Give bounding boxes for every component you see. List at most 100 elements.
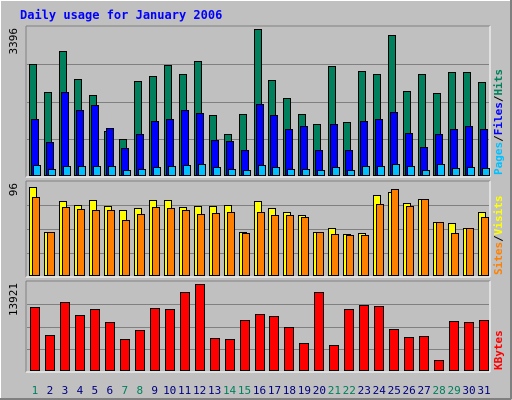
bar-files-day-18 [285,129,293,176]
bar-kbytes-day-3 [60,302,70,371]
bar-pages-day-4 [78,166,86,176]
x-axis-day-labels: 1 2 3 4 5 6 7 8 9 10 11 12 13 14 15 16 17 18 19 20 21 22 23 24 2… [32,384,491,397]
bar-sites-day-7 [122,220,130,276]
x-tick-label: 7 [121,384,128,397]
legend-sites: Sites [492,242,505,275]
legend-hits: Hits [492,69,505,96]
legend-kbytes: KBytes [492,330,505,370]
bar-sites-day-1 [32,197,40,276]
bar-pages-day-17 [272,167,280,176]
x-tick-label: 18 [283,384,296,397]
bar-pages-day-20 [317,170,325,176]
bar-pages-day-14 [228,169,236,176]
bar-kbytes-day-8 [135,330,145,371]
bar-sites-day-18 [286,215,294,276]
bar-files-day-16 [256,104,264,176]
bar-sites-day-13 [212,213,220,276]
bar-kbytes-day-12 [195,284,205,371]
bar-pages-day-7 [123,170,131,176]
bar-kbytes-day-14 [225,339,235,371]
legend-files: Files [492,102,505,135]
x-tick-label: 29 [447,384,460,397]
bar-sites-day-31 [481,217,489,276]
bar-kbytes-day-31 [479,320,489,371]
bar-kbytes-day-23 [359,305,369,371]
x-tick-label: 8 [136,384,143,397]
bar-sites-day-25 [391,189,399,276]
bar-sites-day-12 [197,214,205,276]
bar-sites-day-19 [301,217,309,276]
x-tick-label: 28 [432,384,445,397]
bar-files-day-5 [91,105,99,176]
bar-kbytes-day-6 [105,322,115,371]
bar-sites-day-9 [152,207,160,276]
x-tick-label: 9 [151,384,158,397]
bar-kbytes-day-28 [434,360,444,371]
legend: KBytes [492,330,505,370]
bar-files-day-3 [61,92,69,176]
x-tick-label: 25 [388,384,401,397]
bar-kbytes-day-13 [210,338,220,371]
bar-pages-day-25 [392,164,400,176]
bar-sites-day-4 [77,209,85,276]
x-tick-label: 17 [268,384,281,397]
x-tick-label: 11 [178,384,191,397]
bar-sites-day-21 [331,234,339,276]
bar-pages-day-27 [422,170,430,176]
bar-sites-day-17 [271,215,279,276]
y-max-label: 13921 [7,283,20,316]
bar-kbytes-day-24 [374,306,384,371]
bar-kbytes-day-19 [299,343,309,371]
bar-pages-day-23 [362,166,370,176]
bar-pages-day-22 [347,170,355,176]
bar-kbytes-day-15 [240,320,250,371]
bar-pages-day-15 [243,170,251,176]
legend-separator: / [492,135,505,142]
bar-pages-day-10 [168,166,176,176]
bar-kbytes-day-11 [180,292,190,371]
x-tick-label: 19 [298,384,311,397]
bar-pages-day-29 [452,168,460,176]
bar-pages-day-13 [213,167,221,176]
bar-sites-day-5 [92,210,100,276]
x-tick-label: 1 [32,384,39,397]
bar-sites-day-24 [376,204,384,276]
legend-separator: / [492,95,505,102]
x-tick-label: 26 [403,384,416,397]
bar-kbytes-day-16 [255,314,265,371]
bar-kbytes-day-1 [30,307,40,371]
bar-sites-day-2 [47,232,55,276]
bar-kbytes-day-20 [314,292,324,371]
bar-pages-day-2 [48,169,56,176]
x-tick-label: 6 [107,384,114,397]
bar-kbytes-day-9 [150,308,160,371]
x-tick-label: 4 [77,384,84,397]
bar-sites-day-27 [421,199,429,276]
x-tick-label: 2 [47,384,54,397]
bar-sites-day-6 [107,210,115,276]
bar-kbytes-day-18 [284,327,294,371]
x-tick-label: 13 [208,384,221,397]
bar-kbytes-day-22 [344,309,354,371]
bar-sites-day-22 [346,235,354,276]
bar-pages-day-30 [467,167,475,176]
bar-pages-day-31 [482,168,490,176]
y-max-label: 3396 [7,28,20,55]
bar-kbytes-day-29 [449,321,459,371]
bar-pages-day-6 [108,166,116,176]
x-tick-label: 22 [343,384,356,397]
x-tick-label: 12 [193,384,206,397]
bar-kbytes-day-27 [419,336,429,371]
bar-sites-day-20 [316,232,324,276]
panel-kbytes: 13921 KBytes [7,280,505,373]
bar-files-day-19 [300,126,308,176]
legend-separator: / [492,235,505,242]
bar-kbytes-day-17 [269,316,279,371]
x-tick-label: 16 [253,384,266,397]
x-tick-label: 20 [313,384,326,397]
bar-sites-day-8 [137,214,145,276]
bar-pages-day-28 [437,164,445,176]
x-tick-label: 14 [223,384,237,397]
